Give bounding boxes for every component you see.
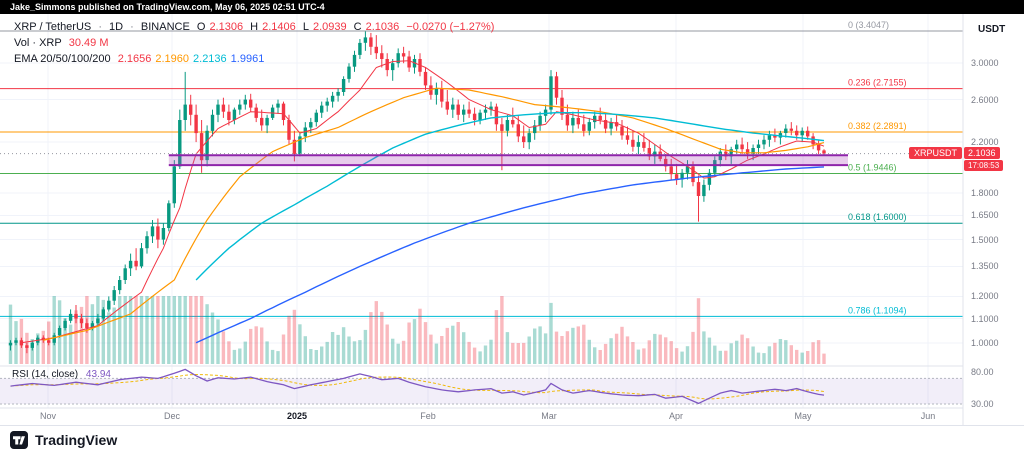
- last-price-symbol-badge: XRPUSDT: [908, 146, 962, 159]
- price-tick-label: 2.2000: [971, 137, 999, 148]
- low-value: 2.0939: [312, 21, 347, 33]
- tradingview-logo-icon[interactable]: [10, 430, 28, 449]
- ema-legend-row[interactable]: EMA 20/50/100/200 2.1656 2.1960 2.2136 1.99…: [14, 52, 498, 67]
- separator-layer: [0, 14, 964, 425]
- attribution-text: Jake_Simmons published on TradingView.co…: [10, 2, 325, 12]
- attribution-bar: Jake_Simmons published on TradingView.co…: [0, 0, 1024, 14]
- ema200-line: [195, 166, 825, 344]
- volume-label: Vol · XRP: [14, 37, 62, 49]
- ema20-line: [21, 60, 825, 344]
- rsi-line: [10, 368, 825, 405]
- volume-layer: [8, 296, 826, 364]
- support-zone-layer: [168, 154, 849, 167]
- price-tick-label: 3.0000: [971, 58, 999, 69]
- last-price-badge: 2.1036: [964, 146, 1000, 159]
- fib-level-label: 0.382 (2.2891): [848, 121, 907, 131]
- price-tick-label: 1.2000: [971, 291, 999, 302]
- price-tick-label: 1.1000: [971, 313, 999, 324]
- symbol-name[interactable]: XRP / TetherUS: [14, 21, 92, 33]
- time-tick-label: Nov: [39, 411, 57, 421]
- volume-value: 30.49 M: [68, 37, 109, 49]
- price-tick-label: 1.5000: [971, 234, 999, 245]
- bar-countdown-badge: 17:08:53: [964, 159, 1004, 171]
- rsi-legend-label: RSI (14, close): [12, 369, 79, 380]
- price-tick-label: 1.8000: [971, 188, 999, 199]
- price-tick-label: 2.6000: [971, 94, 999, 105]
- open-label: O: [196, 21, 206, 33]
- volume-legend-row[interactable]: Vol · XRP 30.49 M: [14, 36, 498, 51]
- close-label: C: [353, 21, 362, 33]
- fib-level-label: 0.618 (1.6000): [848, 212, 907, 222]
- time-tick-label: Apr: [668, 411, 684, 421]
- fib-level-label: 0.236 (2.7155): [848, 78, 907, 88]
- ema50-line: [43, 87, 825, 341]
- interval-label[interactable]: 1D: [109, 21, 124, 33]
- close-value: 2.1036: [365, 21, 400, 33]
- rsi-tick-label: 30.00: [971, 399, 994, 409]
- time-tick-label: Dec: [163, 411, 181, 421]
- ema100-legend-value: 2.2136: [193, 53, 227, 65]
- open-value: 2.1306: [209, 21, 244, 33]
- footer-bar: TradingView: [0, 425, 1024, 453]
- price-axis[interactable]: USDT 3.0000 2.6000 2.2000 1.8000 1.6500 1.500…: [964, 14, 1024, 425]
- price-tick-label: 1.3500: [971, 261, 999, 272]
- ema20-legend-value: 2.1656: [117, 53, 152, 65]
- time-tick-label: Mar: [541, 411, 557, 421]
- change-value: −0.0270 (−1.27%): [406, 21, 495, 33]
- price-tick-label: 1.0000: [971, 337, 999, 348]
- low-label: L: [302, 21, 309, 33]
- exchange-label[interactable]: BINANCE: [140, 21, 190, 33]
- fib-level-label: 0.5 (1.9446): [848, 163, 897, 173]
- tradingview-logo-text[interactable]: TradingView: [35, 431, 118, 448]
- ema100-line: [195, 112, 825, 281]
- time-axis[interactable]: Nov Dec 2025 Feb Mar Apr May Jun: [0, 408, 963, 425]
- high-label: H: [250, 21, 259, 33]
- rsi-ma-line: [10, 373, 825, 400]
- ema50-legend-value: 2.1960: [155, 53, 190, 65]
- fib-level-label: 0 (3.4047): [848, 20, 889, 30]
- time-tick-label: 2025: [286, 411, 308, 421]
- ema200-legend-value: 1.9961: [230, 53, 265, 65]
- ema-values: 2.1656 2.1960 2.2136 1.9961: [118, 53, 269, 65]
- rsi-layer: [0, 368, 963, 405]
- price-axis-currency-label: USDT: [978, 24, 1006, 35]
- rsi-legend[interactable]: RSI (14, close) 43.94: [12, 369, 116, 380]
- rsi-tick-label: 80.00: [971, 367, 994, 377]
- ema-layer: [21, 60, 825, 344]
- time-tick-label: Jun: [920, 411, 936, 421]
- time-tick-label: May: [794, 411, 812, 421]
- fib-level-label: 0.786 (1.1094): [848, 305, 907, 315]
- price-tick-label: 1.6500: [971, 210, 999, 221]
- high-value: 2.1406: [262, 21, 296, 33]
- ema-label: EMA 20/50/100/200: [14, 53, 111, 65]
- time-tick-label: Feb: [420, 411, 436, 421]
- rsi-legend-value: 43.94: [85, 369, 111, 380]
